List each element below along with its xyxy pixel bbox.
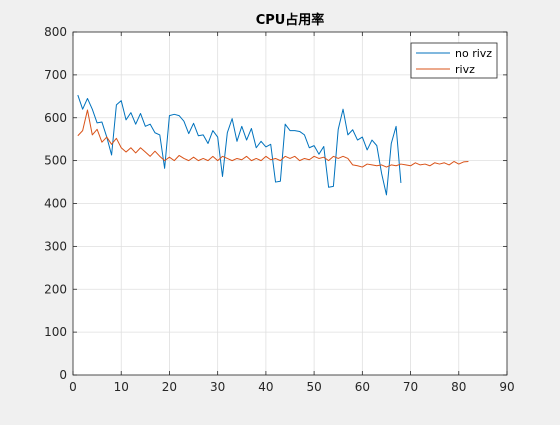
y-tick-label: 200 bbox=[44, 282, 67, 296]
y-tick-label: 0 bbox=[59, 368, 67, 382]
y-tick-label: 700 bbox=[44, 68, 67, 82]
y-tick-label: 100 bbox=[44, 325, 67, 339]
y-tick-label: 600 bbox=[44, 111, 67, 125]
x-tick-label: 90 bbox=[499, 380, 514, 394]
y-tick-label: 300 bbox=[44, 239, 67, 253]
y-tick-label: 400 bbox=[44, 197, 67, 211]
y-tick-label: 500 bbox=[44, 154, 67, 168]
x-tick-labels: 0 10 20 30 40 50 60 70 80 90 bbox=[69, 380, 514, 394]
x-tick-label: 20 bbox=[162, 380, 177, 394]
x-tick-label: 80 bbox=[451, 380, 466, 394]
series-layer bbox=[77, 94, 469, 196]
series-line-no-rivz bbox=[77, 94, 402, 196]
series-line-rivz bbox=[77, 109, 469, 168]
x-tick-label: 30 bbox=[210, 380, 225, 394]
x-tick-label: 50 bbox=[306, 380, 321, 394]
y-tick-label: 800 bbox=[44, 25, 67, 39]
x-tick-label: 60 bbox=[355, 380, 370, 394]
y-tick-labels: 0 100 200 300 400 500 600 700 800 bbox=[44, 25, 67, 382]
x-tick-label: 10 bbox=[114, 380, 129, 394]
legend: no rivz rivz bbox=[410, 42, 498, 79]
chart-title: CPU占用率 bbox=[256, 12, 325, 28]
x-tick-label: 0 bbox=[69, 380, 77, 394]
ticks bbox=[72, 31, 508, 376]
legend-label-rivz: rivz bbox=[455, 63, 475, 76]
x-tick-label: 40 bbox=[258, 380, 273, 394]
legend-label-no-rivz: no rivz bbox=[455, 47, 492, 60]
x-tick-label: 70 bbox=[403, 380, 418, 394]
legend-box bbox=[410, 42, 498, 79]
